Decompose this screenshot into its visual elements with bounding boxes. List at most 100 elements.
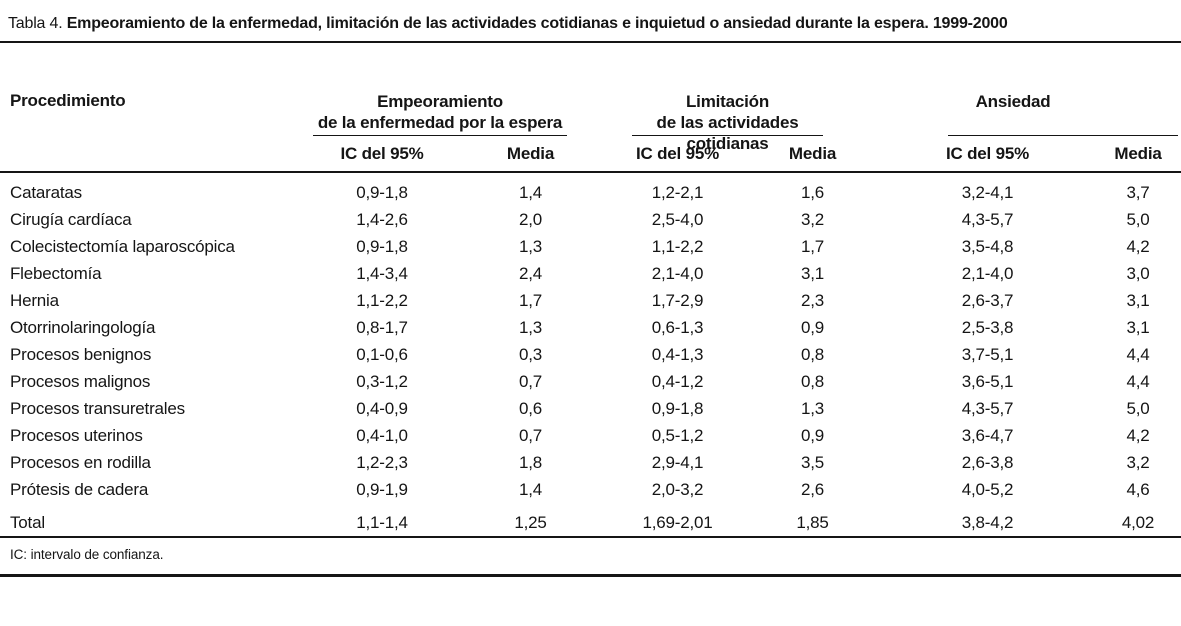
procedure-column-header: Procedimiento (0, 91, 313, 173)
ic-value: 3,6-4,7 (961, 425, 1014, 445)
ic-value: 2,1-4,0 (961, 263, 1014, 283)
ic95-header: IC del 95% (880, 136, 1096, 173)
group-header-empeoramiento: Empeoramiento de la enfermedad por la es… (313, 91, 610, 136)
table-row: Procesos malignos 0,3-1,2 0,7 0,4-1,2 0,8 3,6… (0, 368, 1181, 395)
ic-value: 0,4-1,0 (356, 425, 408, 445)
media-value: 1,7 (800, 236, 825, 256)
ic-value: 2,1-4,0 (651, 263, 704, 283)
ic-value: 0,4-1,2 (651, 371, 704, 391)
media-header: Media (1095, 136, 1181, 173)
ic-value: 0,9-1,9 (356, 479, 408, 499)
ic-value: 0,1-0,6 (356, 344, 408, 364)
table-row: Hernia 1,1-2,2 1,7 1,7-2,9 2,3 2,6-3,7 3,1 (0, 287, 1181, 314)
procedure-name: Colecistectomía laparoscópica (10, 236, 235, 256)
ic-value: 3,5-4,8 (961, 236, 1014, 256)
media-value: 3,1 (1126, 317, 1150, 337)
media-value: 2,4 (518, 263, 543, 283)
ic-value: 2,5-4,0 (651, 209, 704, 229)
procedure-name: Flebectomía (10, 263, 102, 283)
table-title-text: Empeoramiento de la enfermedad, limitaci… (66, 15, 1008, 32)
ic-value: 1,69-2,01 (610, 503, 746, 538)
media-value: 1,4 (518, 183, 543, 202)
media-value: 4,4 (1126, 344, 1150, 364)
table-row: Procesos en rodilla 1,2-2,3 1,8 2,9-4,1 3,5 2… (0, 449, 1181, 476)
media-value: 1,4 (518, 479, 543, 499)
table-title: Tabla 4. Empeoramiento de la enfermedad,… (0, 0, 1181, 43)
table-row: Procesos transuretrales 0,4-0,9 0,6 0,9-1,8… (0, 395, 1181, 422)
ic-value: 2,0-3,2 (651, 479, 704, 499)
ic-value: 3,2-4,1 (961, 183, 1014, 202)
ic-value: 1,1-2,2 (356, 290, 408, 310)
media-value: 3,0 (1126, 263, 1150, 283)
group-title-line1: Limitación (686, 92, 770, 111)
media-value: 0,8 (800, 344, 825, 364)
media-value: 2,0 (518, 209, 543, 229)
media-value: 0,3 (518, 344, 543, 364)
media-value: 1,85 (745, 503, 881, 538)
table-row: Flebectomía 1,4-3,4 2,4 2,1-4,0 3,1 2,1-4,0 3,… (0, 260, 1181, 287)
media-value: 3,5 (800, 452, 825, 472)
table-body: Cataratas 0,9-1,8 1,4 1,2-2,1 1,6 3,2-4,1 3,7 C… (0, 172, 1181, 503)
media-value: 4,2 (1126, 236, 1150, 256)
media-value: 2,6 (800, 479, 825, 499)
subheader-row: IC del 95% Media IC del 95% Media IC del… (0, 136, 1181, 173)
ic-value: 1,2-2,1 (651, 183, 704, 202)
table-row: Cataratas 0,9-1,8 1,4 1,2-2,1 1,6 3,2-4,1 3,7 (0, 172, 1181, 206)
media-value: 4,2 (1126, 425, 1150, 445)
ic95-header: IC del 95% (313, 136, 451, 173)
data-table: Procedimiento Empeoramiento de la enferm… (0, 91, 1181, 538)
procedure-name: Cirugía cardíaca (10, 209, 132, 229)
ic-value: 0,5-1,2 (651, 425, 704, 445)
media-value: 1,6 (800, 183, 825, 202)
total-row: Total 1,1-1,4 1,25 1,69-2,01 1,85 3,8-4,… (0, 503, 1181, 538)
media-value: 0,7 (518, 425, 543, 445)
media-value: 3,1 (1126, 290, 1150, 310)
media-value: 3,1 (800, 263, 825, 283)
ic-value: 4,3-5,7 (961, 398, 1014, 418)
procedure-name: Procesos malignos (10, 371, 151, 391)
media-value: 0,8 (800, 371, 825, 391)
table-row: Procesos uterinos 0,4-1,0 0,7 0,5-1,2 0,9 3,6… (0, 422, 1181, 449)
ic-value: 0,9-1,8 (356, 236, 408, 256)
ic-value: 0,8-1,7 (356, 317, 408, 337)
media-header: Media (451, 136, 611, 173)
ic-value: 3,8-4,2 (880, 503, 1096, 538)
ic-value: 1,4-3,4 (356, 263, 408, 283)
ic-value: 4,0-5,2 (961, 479, 1014, 499)
procedure-name: Cataratas (10, 183, 82, 202)
ic-value: 0,3-1,2 (356, 371, 408, 391)
ic-value: 2,5-3,8 (961, 317, 1014, 337)
media-value: 0,7 (518, 371, 543, 391)
procedure-name: Hernia (10, 290, 59, 310)
table-number-label: Tabla 4. (8, 15, 63, 32)
media-value: 3,7 (1126, 183, 1150, 202)
ic-value: 1,1-2,2 (651, 236, 704, 256)
ic-value: 1,7-2,9 (651, 290, 704, 310)
group-title-line1: Empeoramiento (377, 92, 503, 111)
table-footnote: IC: intervalo de confianza. (0, 538, 1181, 577)
ic-value: 4,3-5,7 (961, 209, 1014, 229)
table-header: Procedimiento Empeoramiento de la enferm… (0, 91, 1181, 173)
group-title-line1: Ansiedad (975, 92, 1051, 111)
ic-value: 0,9-1,8 (651, 398, 704, 418)
media-header: Media (745, 136, 881, 173)
ic-value: 0,6-1,3 (651, 317, 704, 337)
media-value: 0,9 (800, 425, 825, 445)
procedure-name: Otorrinolaringología (10, 317, 156, 337)
media-value: 1,8 (518, 452, 543, 472)
media-value: 3,2 (800, 209, 825, 229)
ic-value: 0,4-1,3 (651, 344, 704, 364)
media-value: 3,2 (1126, 452, 1150, 472)
media-value: 1,3 (518, 236, 543, 256)
group-header-ansiedad: Ansiedad (880, 91, 1181, 136)
ic-value: 1,4-2,6 (356, 209, 408, 229)
procedure-name: Procesos en rodilla (10, 452, 151, 472)
media-value: 4,4 (1126, 371, 1150, 391)
group-title-line2: de las actividades cotidianas (656, 113, 799, 153)
procedure-name: Procesos benignos (10, 344, 152, 364)
table-row: Procesos benignos 0,1-0,6 0,3 0,4-1,3 0,8 3,7… (0, 341, 1181, 368)
table-total-section: Total 1,1-1,4 1,25 1,69-2,01 1,85 3,8-4,… (0, 503, 1181, 538)
media-value: 0,6 (518, 398, 543, 418)
group-header-limitacion: Limitación de las actividades cotidianas (610, 91, 880, 153)
